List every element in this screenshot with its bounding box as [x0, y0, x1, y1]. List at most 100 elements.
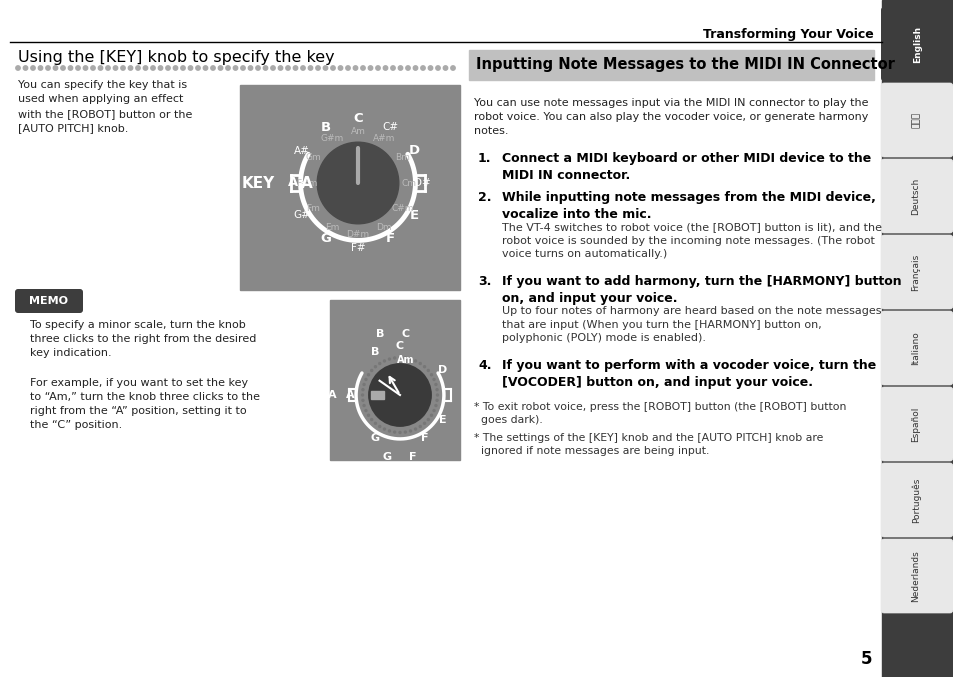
Circle shape	[399, 204, 402, 207]
Text: To specify a minor scale, turn the knob
three clicks to the right from the desir: To specify a minor scale, turn the knob …	[30, 320, 256, 358]
Text: E: E	[438, 415, 446, 424]
Text: Transforming Your Voice: Transforming Your Voice	[702, 28, 873, 41]
Text: F#m: F#m	[295, 179, 317, 188]
Circle shape	[361, 399, 363, 401]
Circle shape	[308, 181, 310, 184]
Circle shape	[427, 418, 429, 420]
FancyBboxPatch shape	[880, 463, 952, 537]
Circle shape	[360, 66, 365, 70]
Circle shape	[443, 66, 447, 70]
Circle shape	[436, 66, 439, 70]
Circle shape	[331, 66, 335, 70]
Circle shape	[271, 66, 274, 70]
Circle shape	[300, 66, 305, 70]
Bar	[330, 300, 459, 460]
Circle shape	[405, 66, 410, 70]
Text: Using the [KEY] knob to specify the key: Using the [KEY] knob to specify the key	[18, 50, 335, 65]
Text: A#: A#	[294, 146, 310, 156]
Circle shape	[391, 66, 395, 70]
Circle shape	[427, 370, 429, 372]
Circle shape	[420, 66, 425, 70]
Circle shape	[405, 188, 408, 190]
Text: Dm: Dm	[375, 223, 391, 232]
Circle shape	[384, 141, 387, 144]
Circle shape	[308, 176, 311, 179]
Circle shape	[319, 214, 322, 217]
Circle shape	[53, 66, 57, 70]
Text: 5: 5	[860, 650, 871, 668]
Circle shape	[188, 66, 193, 70]
Circle shape	[316, 154, 318, 156]
Bar	[371, 391, 384, 399]
Circle shape	[91, 66, 95, 70]
Bar	[240, 85, 459, 290]
Circle shape	[433, 378, 435, 380]
Circle shape	[313, 159, 315, 162]
Circle shape	[106, 66, 111, 70]
Text: If you want to add harmony, turn the [HARMONY] button
on, and input your voice.: If you want to add harmony, turn the [HA…	[501, 275, 901, 305]
Circle shape	[345, 230, 347, 232]
Circle shape	[404, 357, 406, 359]
Text: You can use note messages input via the MIDI IN connector to play the
robot voic: You can use note messages input via the …	[474, 98, 867, 136]
Text: Am: Am	[397, 355, 415, 365]
Circle shape	[379, 225, 381, 227]
Circle shape	[418, 426, 421, 427]
Circle shape	[143, 66, 148, 70]
Text: D: D	[408, 144, 419, 157]
Text: E: E	[463, 406, 471, 416]
Circle shape	[338, 66, 342, 70]
Text: G: G	[320, 232, 331, 246]
Circle shape	[363, 383, 365, 385]
Circle shape	[323, 66, 328, 70]
Circle shape	[423, 366, 425, 368]
Circle shape	[435, 405, 436, 407]
Circle shape	[135, 66, 140, 70]
Circle shape	[353, 66, 357, 70]
Circle shape	[384, 222, 387, 225]
Circle shape	[379, 138, 381, 141]
Circle shape	[394, 357, 395, 359]
Circle shape	[315, 66, 320, 70]
Text: If you want to perform with a vocoder voice, turn the
[VOCODER] button on, and i: If you want to perform with a vocoder vo…	[501, 359, 876, 389]
Text: A#m: A#m	[372, 134, 395, 143]
Text: A: A	[301, 175, 313, 190]
Circle shape	[240, 66, 245, 70]
FancyBboxPatch shape	[880, 159, 952, 233]
Circle shape	[334, 225, 336, 227]
Circle shape	[226, 66, 230, 70]
Circle shape	[362, 230, 365, 233]
Text: MEMO: MEMO	[30, 296, 69, 306]
Circle shape	[398, 66, 402, 70]
Circle shape	[404, 194, 406, 196]
Circle shape	[393, 214, 395, 217]
Text: Up to four notes of harmony are heard based on the note messages
that are input : Up to four notes of harmony are heard ba…	[501, 306, 881, 343]
Text: C#m: C#m	[391, 204, 414, 213]
Text: A: A	[288, 177, 298, 190]
Bar	[882, 0, 953, 677]
Circle shape	[233, 66, 237, 70]
Circle shape	[83, 66, 88, 70]
Text: D#: D#	[414, 178, 431, 188]
Circle shape	[394, 431, 395, 433]
Circle shape	[413, 66, 417, 70]
Circle shape	[375, 366, 376, 368]
Circle shape	[356, 133, 359, 135]
Circle shape	[362, 133, 365, 135]
Text: Nederlands: Nederlands	[910, 550, 920, 602]
Circle shape	[361, 389, 363, 391]
Circle shape	[316, 142, 398, 224]
Circle shape	[371, 418, 373, 420]
Text: F: F	[420, 433, 428, 443]
Circle shape	[405, 181, 408, 184]
Text: F: F	[409, 452, 416, 462]
Circle shape	[98, 66, 103, 70]
Text: C: C	[400, 329, 409, 339]
Circle shape	[113, 66, 117, 70]
Circle shape	[38, 66, 43, 70]
Text: C: C	[395, 341, 404, 351]
Circle shape	[16, 66, 20, 70]
Circle shape	[263, 66, 268, 70]
Circle shape	[128, 66, 132, 70]
Circle shape	[195, 66, 200, 70]
Text: B: B	[320, 121, 331, 133]
